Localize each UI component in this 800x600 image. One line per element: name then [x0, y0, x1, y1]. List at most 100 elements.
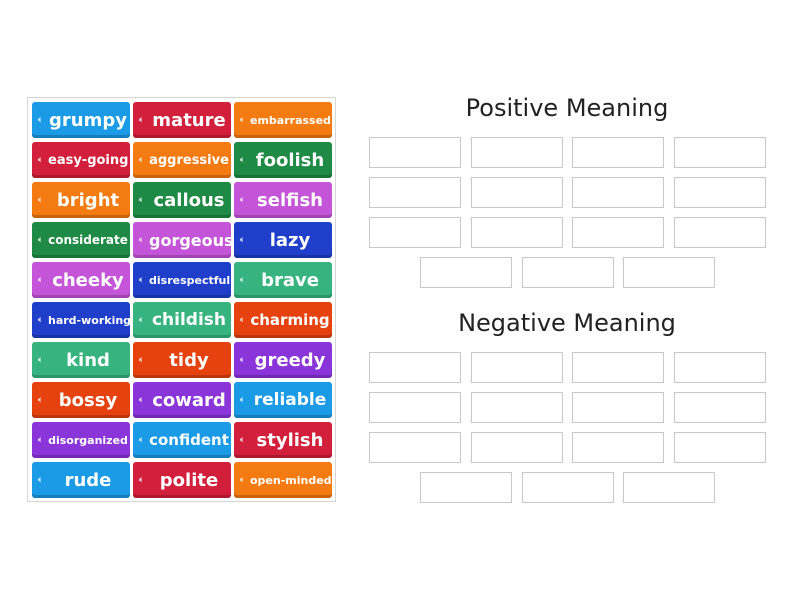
drop-slot[interactable] — [420, 472, 512, 503]
word-card[interactable]: 🔈︎ kind — [32, 342, 130, 378]
drop-slot[interactable] — [572, 217, 664, 248]
word-label: disrespectful — [149, 273, 231, 287]
drop-slot[interactable] — [623, 472, 715, 503]
speaker-icon[interactable]: 🔈︎ — [139, 115, 144, 124]
word-card[interactable]: 🔈︎ bossy — [32, 382, 130, 418]
drop-slot[interactable] — [369, 432, 461, 463]
word-label: childish — [151, 310, 227, 330]
speaker-icon[interactable]: 🔈︎ — [240, 155, 245, 164]
drop-slot[interactable] — [470, 392, 563, 423]
word-card[interactable]: 🔈︎ greedy — [234, 342, 332, 378]
drop-slot[interactable] — [572, 352, 664, 383]
speaker-icon[interactable]: 🔈︎ — [139, 435, 144, 444]
word-card[interactable]: 🔈︎ foolish — [234, 142, 332, 178]
speaker-icon[interactable]: 🔈︎ — [38, 195, 43, 204]
word-card[interactable]: 🔈︎ mature — [133, 102, 231, 138]
speaker-icon[interactable]: 🔈︎ — [240, 355, 245, 364]
speaker-icon[interactable]: 🔈︎ — [38, 435, 43, 444]
drop-slot[interactable] — [521, 257, 614, 288]
word-card[interactable]: 🔈︎ considerate — [32, 222, 130, 258]
drop-slot[interactable] — [369, 137, 461, 168]
drop-slot[interactable] — [521, 472, 614, 503]
speaker-icon[interactable]: 🔈︎ — [240, 395, 245, 404]
speaker-icon[interactable]: 🔈︎ — [38, 235, 43, 244]
speaker-icon[interactable]: 🔈︎ — [240, 275, 245, 284]
speaker-icon[interactable]: 🔈︎ — [38, 355, 43, 364]
word-label: open-minded — [250, 473, 332, 487]
speaker-icon[interactable]: 🔈︎ — [38, 275, 43, 284]
word-card[interactable]: 🔈︎ lazy — [234, 222, 332, 258]
word-card[interactable]: 🔈︎ aggressive — [133, 142, 231, 178]
drop-slot[interactable] — [470, 432, 563, 463]
drop-slot[interactable] — [572, 392, 664, 423]
drop-slot[interactable] — [369, 177, 461, 208]
speaker-icon[interactable]: 🔈︎ — [139, 395, 144, 404]
speaker-icon[interactable]: 🔈︎ — [240, 235, 245, 244]
word-card[interactable]: 🔈︎ stylish — [234, 422, 332, 458]
drop-slot[interactable] — [673, 217, 766, 248]
speaker-icon[interactable]: 🔈︎ — [240, 115, 245, 124]
drop-slot[interactable] — [369, 392, 461, 423]
word-card[interactable]: 🔈︎ easy-going — [32, 142, 130, 178]
word-card[interactable]: 🔈︎ embarrassed — [234, 102, 332, 138]
drop-slot[interactable] — [470, 137, 563, 168]
speaker-icon[interactable]: 🔈︎ — [38, 315, 43, 324]
word-card[interactable]: 🔈︎ charming — [234, 302, 332, 338]
word-card[interactable]: 🔈︎ disrespectful — [133, 262, 231, 298]
word-card[interactable]: 🔈︎ callous — [133, 182, 231, 218]
word-card[interactable]: 🔈︎ polite — [133, 462, 231, 498]
drop-slot[interactable] — [369, 217, 461, 248]
drop-slot[interactable] — [470, 352, 563, 383]
drop-slot[interactable] — [673, 137, 766, 168]
word-card[interactable]: 🔈︎ grumpy — [32, 102, 130, 138]
word-card[interactable]: 🔈︎ reliable — [234, 382, 332, 418]
speaker-icon[interactable]: 🔈︎ — [139, 355, 144, 364]
drop-slot[interactable] — [369, 352, 461, 383]
speaker-icon[interactable]: 🔈︎ — [38, 155, 43, 164]
drop-slot[interactable] — [420, 257, 512, 288]
speaker-icon[interactable]: 🔈︎ — [38, 115, 43, 124]
speaker-icon[interactable]: 🔈︎ — [38, 395, 43, 404]
speaker-icon[interactable]: 🔈︎ — [240, 315, 245, 324]
word-card[interactable]: 🔈︎ coward — [133, 382, 231, 418]
speaker-icon[interactable]: 🔈︎ — [240, 475, 245, 484]
word-label: tidy — [169, 349, 209, 371]
drop-slot[interactable] — [470, 177, 563, 208]
drop-slot[interactable] — [572, 177, 664, 208]
drop-slot[interactable] — [470, 217, 563, 248]
drop-slot[interactable] — [572, 432, 664, 463]
word-card[interactable]: 🔈︎ gorgeous — [133, 222, 234, 258]
speaker-icon[interactable]: 🔈︎ — [240, 435, 245, 444]
word-card[interactable]: 🔈︎ cheeky — [32, 262, 130, 298]
word-card[interactable]: 🔈︎ open-minded — [234, 462, 332, 498]
drop-slot[interactable] — [572, 137, 664, 168]
speaker-icon[interactable]: 🔈︎ — [139, 275, 144, 284]
drop-slot[interactable] — [673, 432, 766, 463]
speaker-icon[interactable]: 🔈︎ — [38, 475, 43, 484]
word-label: grumpy — [49, 109, 127, 131]
word-card[interactable]: 🔈︎ hard-working — [32, 302, 131, 338]
word-label: kind — [66, 349, 110, 371]
word-card[interactable]: 🔈︎ bright — [32, 182, 130, 218]
word-card[interactable]: 🔈︎ selfish — [234, 182, 332, 218]
word-label: polite — [159, 469, 219, 491]
group-title: Negative Meaning — [458, 309, 676, 337]
speaker-icon[interactable]: 🔈︎ — [139, 235, 144, 244]
drop-slot[interactable] — [673, 177, 766, 208]
speaker-icon[interactable]: 🔈︎ — [139, 475, 144, 484]
word-label: charming — [250, 311, 330, 329]
speaker-icon[interactable]: 🔈︎ — [139, 195, 144, 204]
word-card[interactable]: 🔈︎ disorganized — [32, 422, 130, 458]
speaker-icon[interactable]: 🔈︎ — [139, 155, 144, 164]
word-card[interactable]: 🔈︎ brave — [234, 262, 332, 298]
speaker-icon[interactable]: 🔈︎ — [139, 315, 144, 324]
word-card[interactable]: 🔈︎ confident — [133, 422, 231, 458]
word-label: aggressive — [149, 152, 229, 168]
drop-slot[interactable] — [623, 257, 715, 288]
drop-slot[interactable] — [673, 352, 766, 383]
word-card[interactable]: 🔈︎ childish — [133, 302, 231, 338]
drop-slot[interactable] — [673, 392, 766, 423]
speaker-icon[interactable]: 🔈︎ — [240, 195, 245, 204]
word-card[interactable]: 🔈︎ tidy — [133, 342, 231, 378]
word-card[interactable]: 🔈︎ rude — [32, 462, 130, 498]
